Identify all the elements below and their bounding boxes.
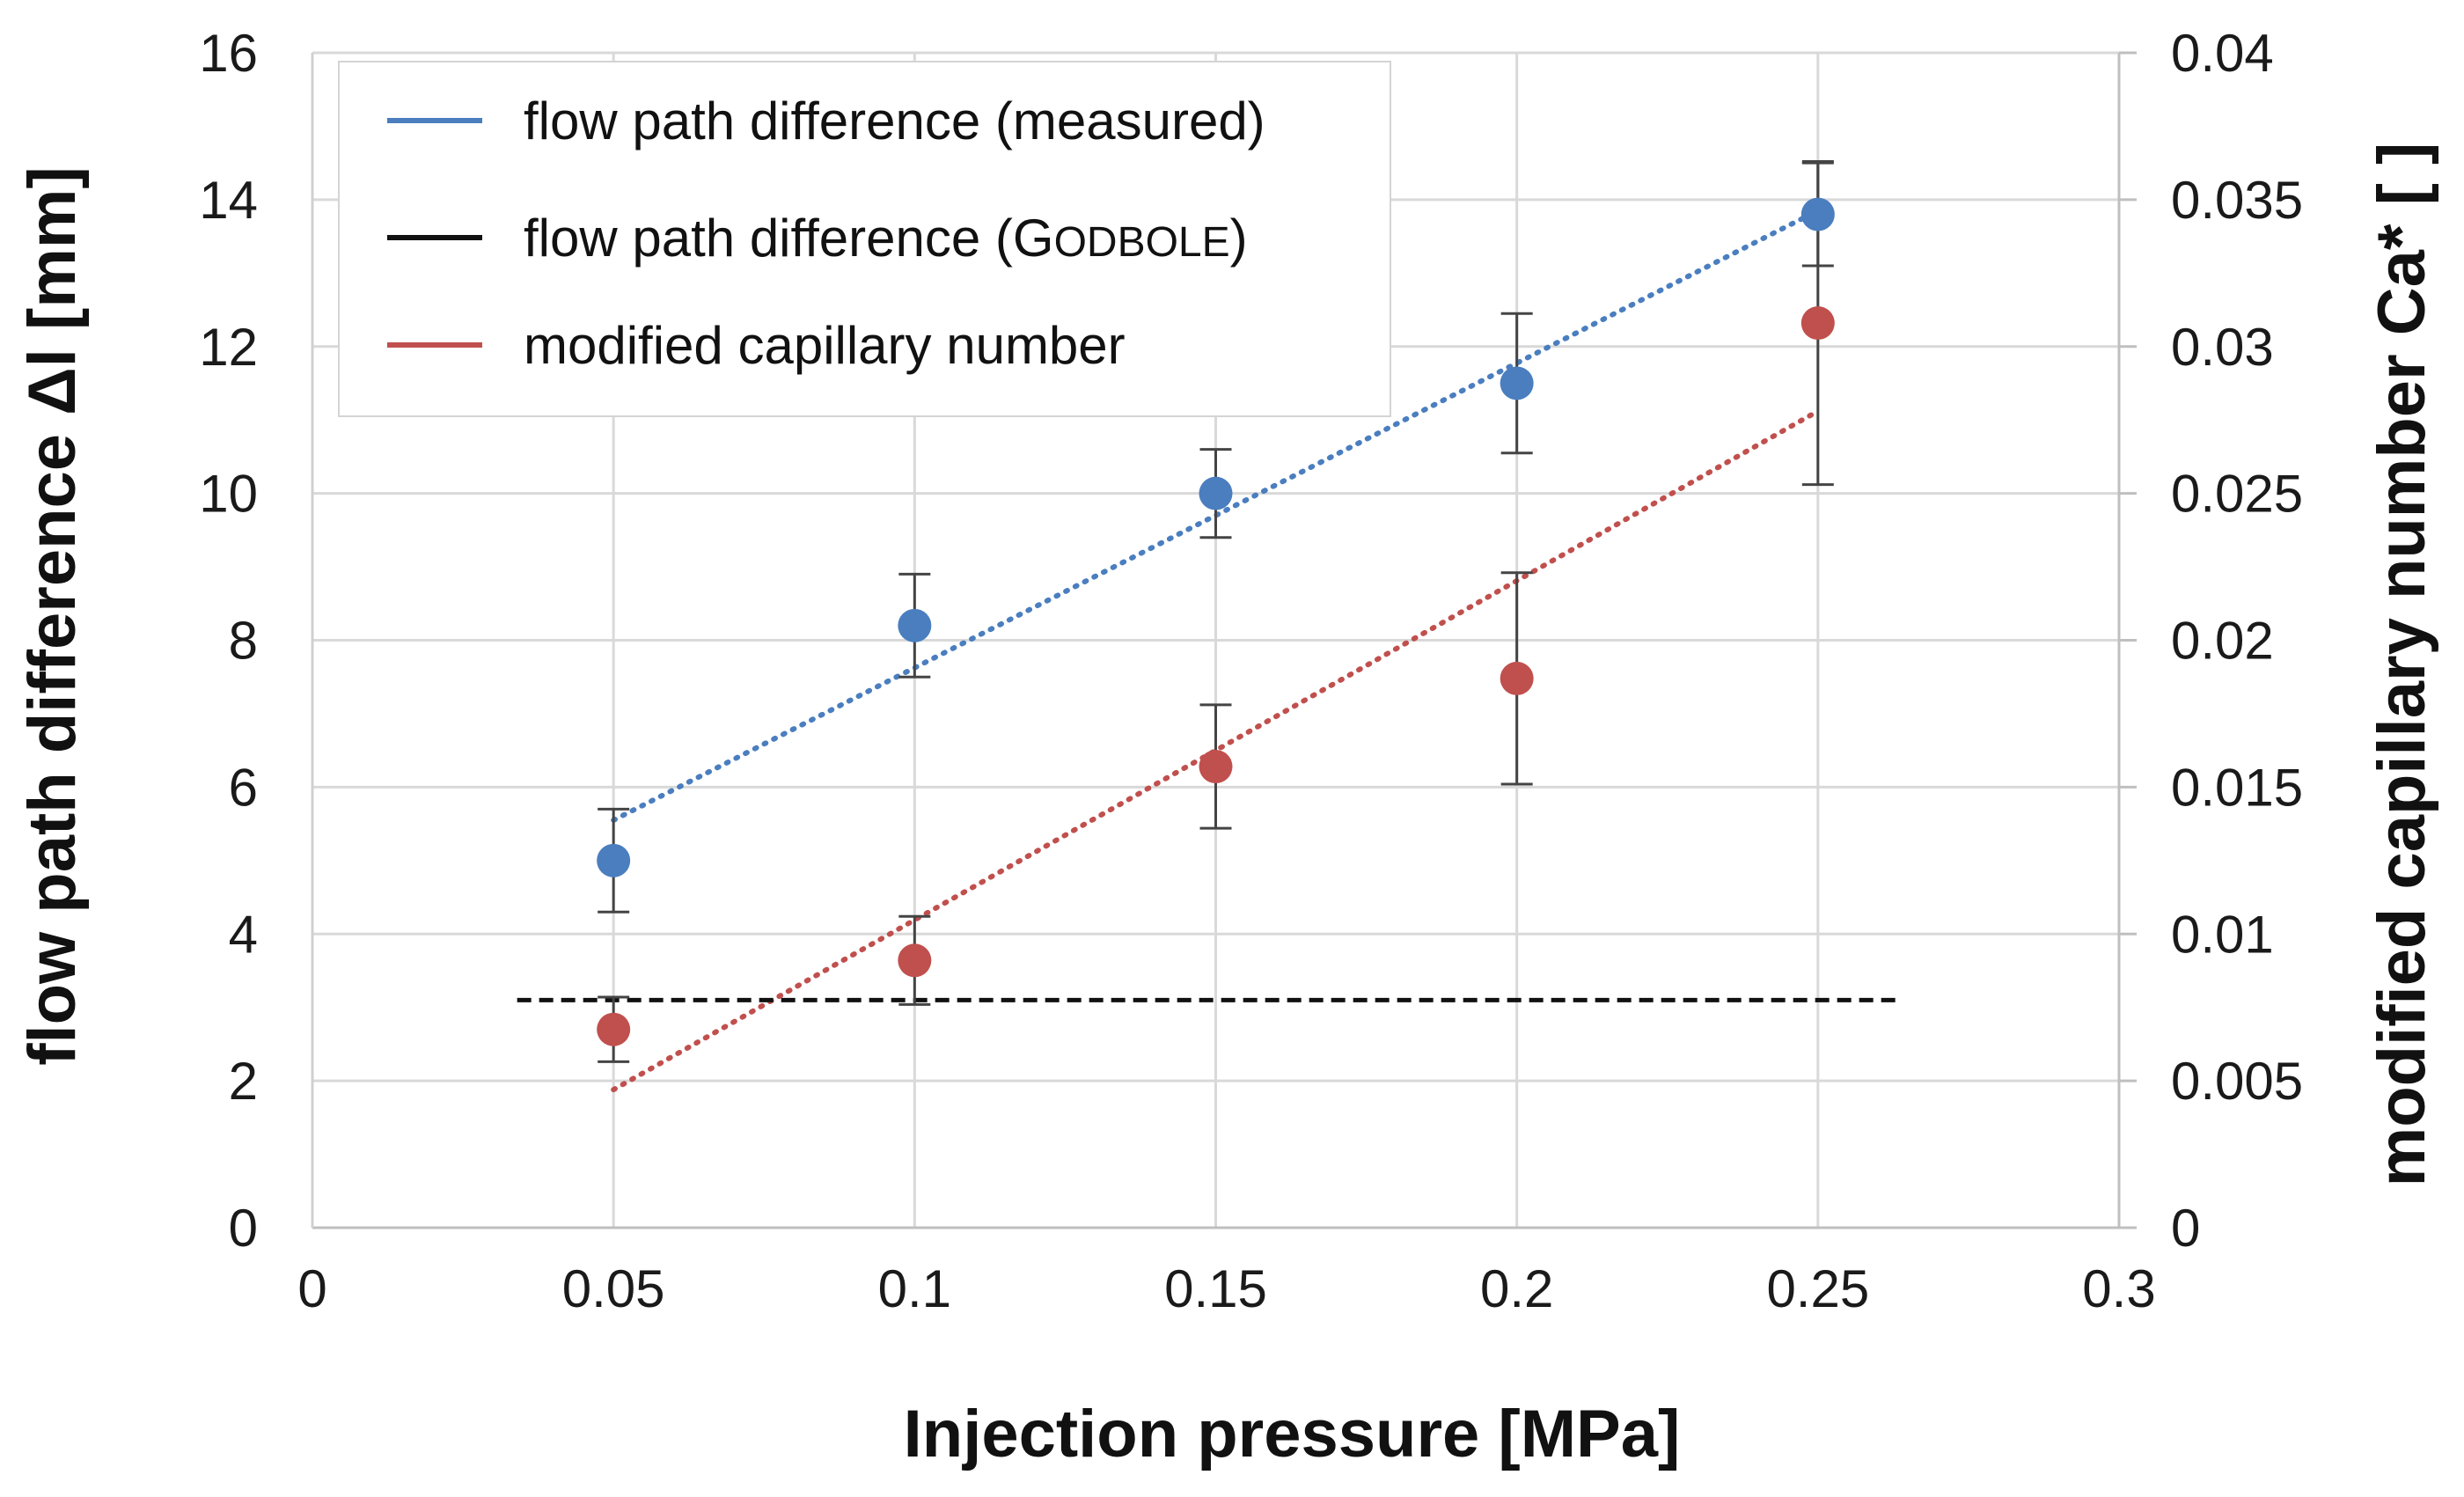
- modified-capillary-number-point: [1800, 306, 1835, 341]
- x-tick-labels: 0 0.05 0.1 0.15 0.2 0.25 0.3: [297, 1259, 2155, 1318]
- legend-label-capillary: modified capillary number: [524, 316, 1126, 375]
- y-left-tick-label: 16: [199, 24, 258, 83]
- y-left-axis-title: flow path difference Δl [mm]: [15, 166, 90, 1066]
- x-tick-label: 0.1: [878, 1259, 951, 1318]
- y-left-tick-labels: 0 2 4 6 8 10 12 14 16: [199, 24, 258, 1258]
- y-right-tick-labels: 0 0.005 0.01 0.015 0.02 0.025 0.03 0.035 0.04: [2119, 24, 2303, 1258]
- legend-label-godbole-part2: ODBOLE: [1054, 219, 1230, 266]
- y-right-axis-title: modified capillary number Ca* [ ]: [2365, 143, 2439, 1187]
- y-left-tick-label: 12: [199, 318, 258, 377]
- legend-label-measured: flow path difference (measured): [524, 92, 1265, 150]
- y-right-tick-label: 0.03: [2171, 318, 2274, 377]
- x-tick-label: 0: [297, 1259, 326, 1318]
- legend-label-godbole-part1: flow path difference (G: [524, 209, 1054, 268]
- x-tick-label: 0.25: [1766, 1259, 1869, 1318]
- x-tick-label: 0.05: [562, 1259, 665, 1318]
- data-points: [597, 197, 1835, 1046]
- modified-capillary-number-point: [597, 1012, 631, 1046]
- modified-capillary-number-point: [898, 943, 932, 978]
- y-right-tick-label: 0.02: [2171, 612, 2274, 671]
- y-right-tick-label: 0: [2171, 1199, 2200, 1258]
- y-left-tick-label: 14: [199, 171, 258, 230]
- legend-label-godbole: flow path difference (GODBOLE): [524, 209, 1248, 268]
- legend: flow path difference (measured) flow pat…: [338, 61, 1391, 417]
- legend-box: [338, 61, 1391, 417]
- y-right-tick-label: 0.01: [2171, 905, 2274, 964]
- y-right-tick-label: 0.04: [2171, 24, 2274, 83]
- y-right-tick-label: 0.005: [2171, 1052, 2303, 1111]
- y-left-tick-label: 6: [229, 758, 258, 817]
- y-right-tick-label: 0.025: [2171, 465, 2303, 524]
- flow-path-difference-measured-point: [597, 843, 631, 877]
- y-left-tick-label: 10: [199, 465, 258, 524]
- modified-capillary-number-point: [1199, 750, 1233, 784]
- modified-capillary-number-trendline: [611, 408, 1821, 1093]
- y-left-tick-label: 2: [229, 1052, 258, 1111]
- x-axis-title: Injection pressure [MPa]: [904, 1397, 1681, 1471]
- y-right-tick-label: 0.015: [2171, 758, 2303, 817]
- x-tick-label: 0.15: [1164, 1259, 1267, 1318]
- x-tick-label: 0.2: [1480, 1259, 1553, 1318]
- modified-capillary-number-point: [1500, 661, 1534, 695]
- flow-path-difference-measured-point: [1800, 197, 1835, 231]
- flow-path-difference-measured-point: [1199, 476, 1233, 510]
- x-tick-label: 0.3: [2082, 1259, 2155, 1318]
- y-left-tick-label: 4: [229, 905, 258, 964]
- y-left-tick-label: 8: [229, 612, 258, 671]
- y-right-tick-label: 0.035: [2171, 171, 2303, 230]
- flow-path-difference-measured-point: [898, 608, 932, 642]
- y-left-tick-label: 0: [229, 1199, 258, 1258]
- legend-label-godbole-part3: ): [1230, 209, 1248, 268]
- flow-path-difference-measured-point: [1500, 366, 1534, 400]
